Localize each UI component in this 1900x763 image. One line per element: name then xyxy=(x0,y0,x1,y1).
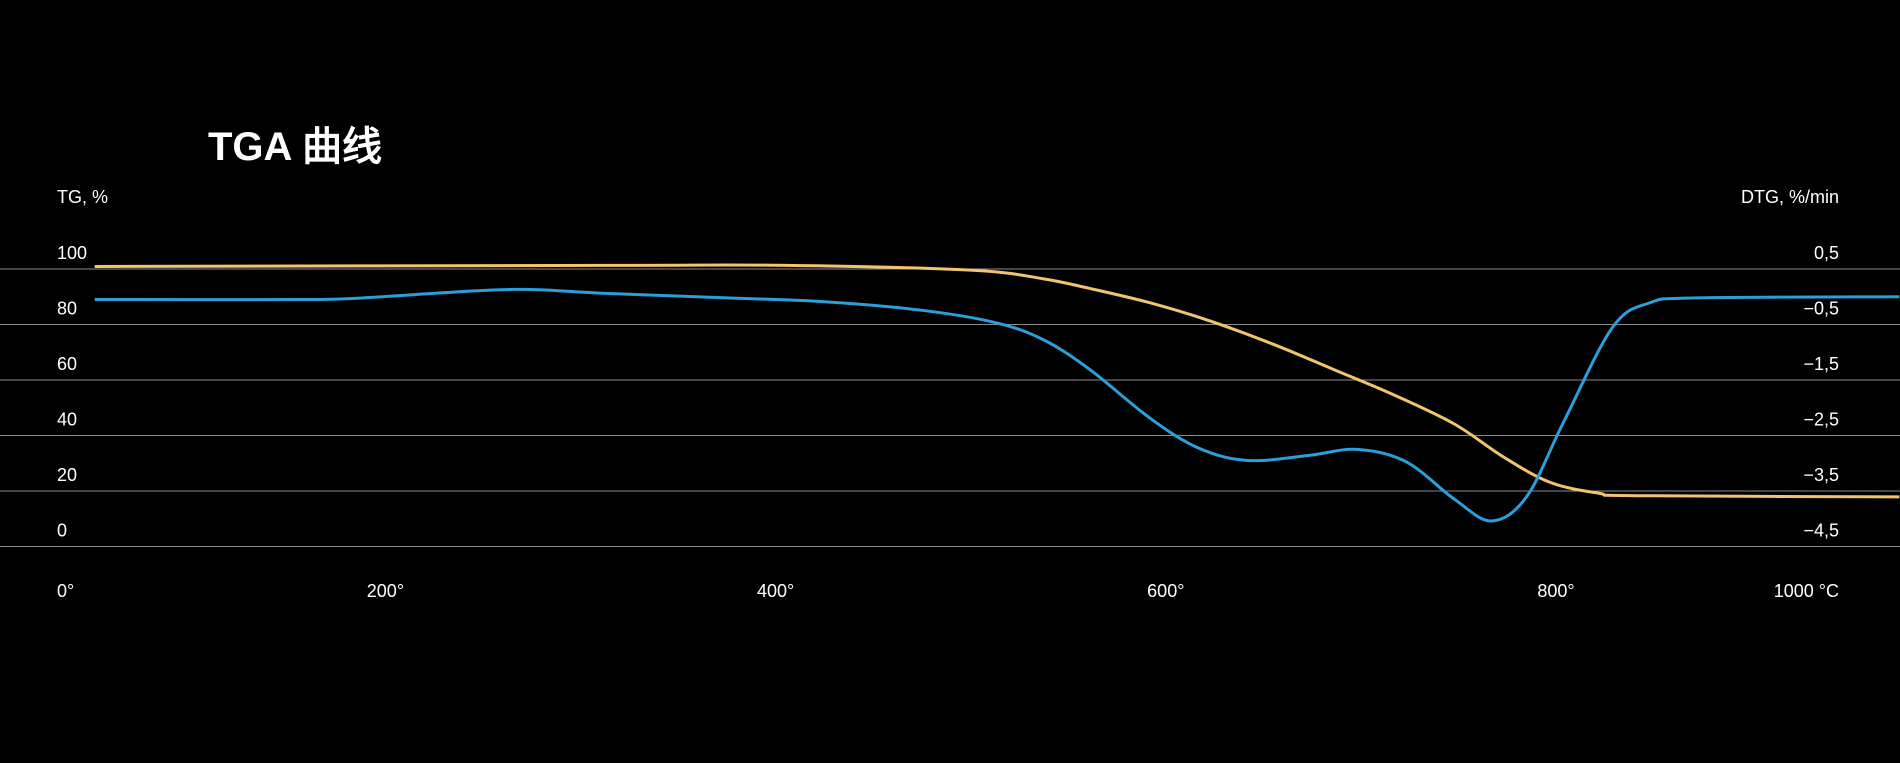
y2-tick-label: −0,5 xyxy=(1803,299,1839,319)
y2-tick-label: −4,5 xyxy=(1803,521,1839,541)
y-tick-label: 100 xyxy=(57,243,87,263)
y2-tick-label: −2,5 xyxy=(1803,410,1839,430)
series-line xyxy=(94,287,1900,523)
y-axis-title: TG, % xyxy=(57,187,108,207)
y-tick-label: 20 xyxy=(57,465,77,485)
x-tick-label: 200° xyxy=(367,581,404,601)
x-tick-label: 400° xyxy=(757,581,794,601)
x-tick-label: 1000 °C xyxy=(1774,581,1839,601)
x-tick-label: 800° xyxy=(1537,581,1574,601)
chart-title: TGA 曲线 xyxy=(208,125,382,169)
y-tick-label: 0 xyxy=(57,521,67,541)
y2-tick-label: −3,5 xyxy=(1803,465,1839,485)
x-tick-label: 0° xyxy=(57,581,74,601)
y2-tick-label: 0,5 xyxy=(1814,243,1839,263)
y2-tick-label: −1,5 xyxy=(1803,354,1839,374)
y-tick-label: 60 xyxy=(57,354,77,374)
series-line xyxy=(94,263,1900,499)
x-tick-label: 600° xyxy=(1147,581,1184,601)
y-tick-label: 40 xyxy=(57,410,77,430)
y-tick-label: 80 xyxy=(57,299,77,319)
y2-axis-title: DTG, %/min xyxy=(1741,187,1839,207)
